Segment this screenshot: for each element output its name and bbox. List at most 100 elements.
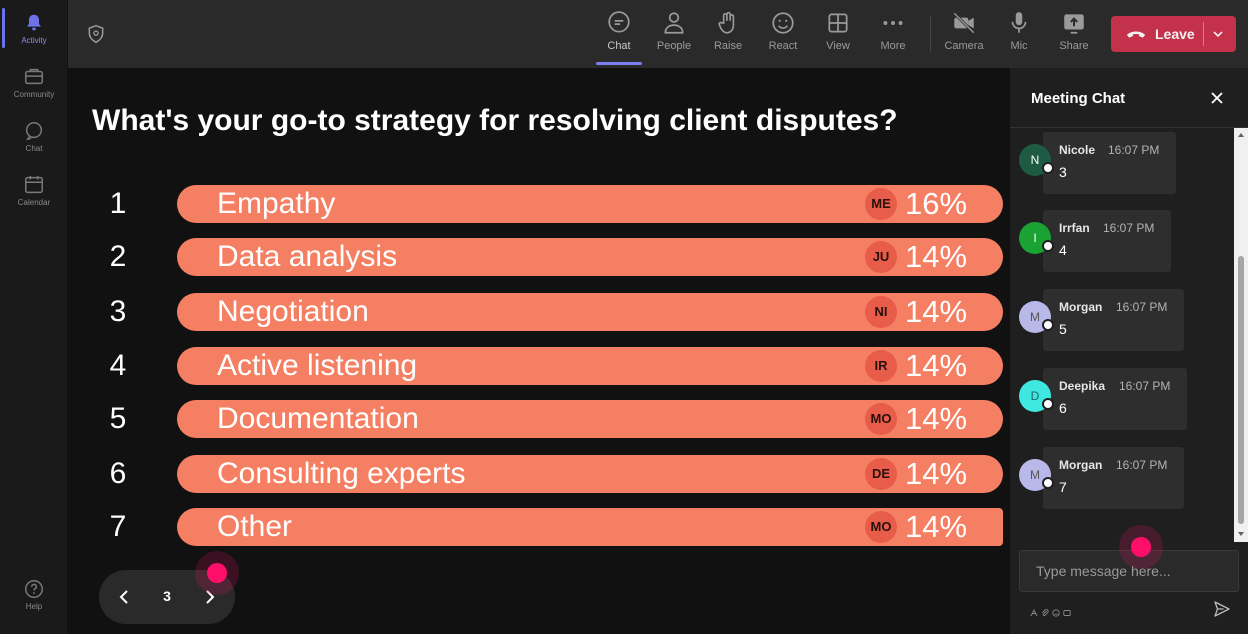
toolbar-button-label: Camera — [944, 40, 984, 52]
poll-option-bar: Other MO 14% — [177, 508, 1003, 546]
poll-option: 7 Other MO 14% — [68, 508, 1010, 546]
rail-item-label: Community — [13, 90, 55, 99]
mic-icon — [1011, 12, 1027, 33]
share-icon — [1064, 14, 1084, 34]
poll-option-percent: 14% — [905, 294, 968, 329]
message-text: 7 — [1059, 479, 1067, 495]
more-icon — [883, 21, 903, 25]
send-icon[interactable] — [1213, 600, 1231, 618]
toolbar-raise-button[interactable]: Raise — [701, 10, 755, 52]
chevron-right-icon[interactable] — [199, 587, 219, 607]
toolbar-react-button[interactable]: React — [756, 10, 810, 52]
voter-avatar: IR — [865, 350, 897, 382]
poll-option: 1 Empathy ME 16% — [68, 185, 1010, 223]
chat-scrollbar[interactable] — [1234, 128, 1248, 542]
toolbar-mic-button[interactable]: Mic — [992, 10, 1046, 52]
presence-indicator — [1042, 477, 1054, 489]
calendar-icon — [25, 175, 43, 194]
toolbar-button-label: React — [768, 40, 798, 52]
poll-option-number: 4 — [109, 349, 127, 382]
message-text: 4 — [1059, 242, 1067, 258]
presence-indicator — [1042, 240, 1054, 252]
chat-title: Meeting Chat — [1031, 90, 1126, 107]
message-time: 16:07 PM — [1116, 300, 1168, 314]
poll-option-percent: 14% — [905, 348, 968, 383]
rail-item-calendar[interactable]: Calendar — [0, 174, 68, 207]
presence-indicator — [1042, 398, 1054, 410]
format-icon[interactable] — [1030, 604, 1038, 617]
sender-name: Morgan — [1059, 458, 1103, 472]
pointer-indicator — [1131, 537, 1151, 557]
leave-label: Leave — [1155, 26, 1195, 42]
poll-stage: What's your go-to strategy for resolving… — [68, 68, 1010, 634]
scroll-down-icon[interactable] — [1237, 530, 1245, 538]
presence-indicator — [1042, 319, 1054, 331]
hang-up-icon — [1126, 31, 1146, 38]
poll-option-label: Negotiation — [217, 295, 369, 328]
avatar: I — [1019, 222, 1051, 254]
voter-avatar: DE — [865, 458, 897, 490]
scroll-up-icon[interactable] — [1237, 131, 1245, 139]
poll-option-bar: Consulting experts DE 14% — [177, 455, 1003, 493]
emoji-icon — [772, 12, 794, 34]
rail-item-help[interactable]: Help — [0, 578, 68, 611]
toolbar-button-label: View — [826, 40, 850, 52]
poll-option-number: 1 — [109, 187, 127, 220]
poll-option-number: 7 — [109, 510, 127, 543]
gif-icon[interactable] — [1063, 604, 1071, 616]
poll-option-label: Data analysis — [217, 240, 398, 273]
toolbar-more-button[interactable]: More — [866, 10, 920, 52]
meeting-toolbar: Chat People Raise React View More Camera… — [68, 0, 1248, 68]
toolbar-view-button[interactable]: View — [811, 10, 865, 52]
message-input[interactable] — [1020, 551, 1238, 591]
rail-item-label: Calendar — [17, 198, 51, 207]
poll-option-number: 5 — [109, 402, 127, 435]
rail-item-chat[interactable]: Chat — [0, 120, 68, 153]
poll-option-percent: 16% — [905, 186, 968, 221]
toolbar-chat-button[interactable]: Chat — [592, 10, 646, 52]
poll-option-bar: Data analysis JU 14% — [177, 238, 1003, 276]
rail-item-label: Chat — [25, 144, 43, 153]
poll-option-number: 2 — [109, 240, 127, 273]
leave-button[interactable]: Leave — [1111, 16, 1236, 52]
pointer-indicator — [207, 563, 227, 583]
message-bubble: Morgan 16:07 PM 5 — [1043, 289, 1184, 351]
message-text: 6 — [1059, 400, 1067, 416]
poll-option: 6 Consulting experts DE 14% — [68, 455, 1010, 493]
poll-option-label: Documentation — [217, 402, 419, 435]
rail-active-indicator — [2, 8, 5, 48]
toolbar-button-label: Raise — [713, 40, 743, 52]
poll-option-label: Empathy — [217, 187, 336, 220]
voter-avatar: ME — [865, 188, 897, 220]
scrollbar-thumb[interactable] — [1238, 256, 1244, 524]
attach-icon[interactable] — [1041, 604, 1049, 617]
sender-name: Morgan — [1059, 300, 1103, 314]
bell-icon — [27, 14, 41, 31]
toolbar-people-button[interactable]: People — [647, 10, 701, 52]
poll-option-bar: Active listening IR 14% — [177, 347, 1003, 385]
rail-item-activity[interactable]: Activity — [0, 12, 68, 45]
poll-option-bar: Negotiation NI 14% — [177, 293, 1003, 331]
poll-question: What's your go-to strategy for resolving… — [92, 104, 898, 137]
message-text: 3 — [1059, 164, 1067, 180]
poll-option: 4 Active listening IR 14% — [68, 347, 1010, 385]
message-list[interactable]: Nicole 16:07 PM 3 N Irrfan 16:07 PM 4 I … — [1010, 128, 1234, 542]
shield-icon[interactable] — [86, 24, 106, 44]
chevron-left-icon[interactable] — [115, 587, 135, 607]
message-time: 16:07 PM — [1119, 379, 1171, 393]
message-time: 16:07 PM — [1116, 458, 1168, 472]
voter-avatar: NI — [865, 296, 897, 328]
toolbar-button-label: People — [656, 40, 692, 52]
poll-option-percent: 14% — [905, 239, 968, 274]
grid-icon — [828, 13, 848, 33]
toolbar-camera-button[interactable]: Camera — [937, 10, 991, 52]
poll-option-bar: Documentation MO 14% — [177, 400, 1003, 438]
toolbar-share-button[interactable]: Share — [1047, 10, 1101, 52]
emoji-icon[interactable] — [1052, 604, 1060, 617]
message-time: 16:07 PM — [1103, 221, 1155, 235]
chevron-down-icon[interactable] — [1211, 27, 1225, 41]
close-icon[interactable] — [1209, 90, 1225, 106]
rail-item-community[interactable]: Community — [0, 66, 68, 99]
chat-icon — [25, 122, 43, 141]
poll-option: 5 Documentation MO 14% — [68, 400, 1010, 438]
